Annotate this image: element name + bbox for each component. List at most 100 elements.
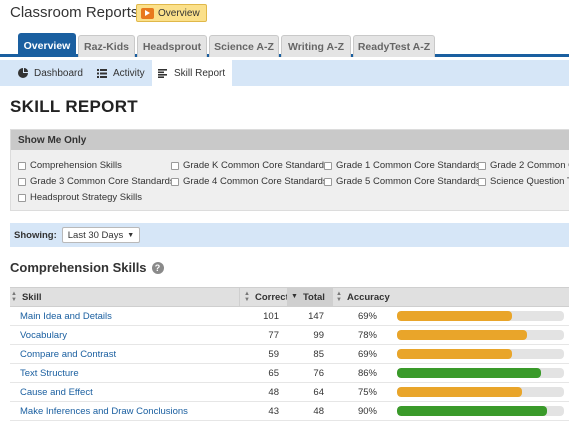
filter-option-label: Comprehension Skills (30, 160, 122, 171)
accuracy-bar (397, 387, 564, 397)
skill-link[interactable]: Make Inferences and Draw Conclusions (20, 405, 188, 417)
align-left-icon (158, 68, 168, 78)
column-header-accuracy[interactable]: ▲ ▼ Accuracy (332, 288, 569, 306)
checkbox[interactable] (171, 161, 179, 170)
accuracy-bar (397, 368, 564, 378)
accuracy-bar (397, 330, 564, 340)
accuracy-value: 90% (357, 405, 377, 417)
accuracy-bar-fill (397, 368, 541, 378)
subnav-skill-report-label: Skill Report (174, 67, 226, 79)
total-value: 85 (313, 348, 324, 360)
filter-option[interactable]: Comprehension Skills (18, 160, 122, 171)
table-body: Main Idea and Details 101 147 69% Vocabulary… (10, 307, 569, 421)
filter-option[interactable]: Grade 5 Common Core Standards (324, 176, 481, 187)
section-title-text: Comprehension Skills (10, 260, 147, 275)
accuracy-value: 69% (357, 310, 377, 322)
pie-chart-icon (18, 68, 28, 78)
skill-link[interactable]: Vocabulary (20, 329, 68, 341)
filter-panel: Show Me Only Comprehension Skills Grade … (10, 129, 569, 211)
filter-option[interactable]: Headsprout Strategy Skills (18, 192, 142, 203)
overview-button[interactable]: Overview (136, 4, 207, 22)
checkbox[interactable] (478, 177, 486, 186)
tab-raz-kids[interactable]: Raz-Kids (78, 35, 135, 57)
filter-heading: Show Me Only (11, 130, 569, 150)
subnav-activity[interactable]: Activity (91, 60, 151, 86)
page-title: SKILL REPORT (10, 97, 138, 116)
skill-link[interactable]: Compare and Contrast (20, 348, 117, 360)
total-value: 147 (308, 310, 324, 322)
accuracy-bar-fill (397, 349, 513, 359)
column-header-skill[interactable]: ▲ ▼ Skill (10, 288, 239, 306)
sort-icon: ▲ ▼ (336, 291, 342, 303)
sub-navigation: Dashboard Activity Skill Report (0, 60, 569, 86)
table-header: ▲ ▼ Skill ▲ ▼ Correct ▼ Total ▲ ▼ Accuracy (10, 287, 569, 307)
checkbox[interactable] (18, 161, 26, 170)
sort-icon: ▲ ▼ (11, 291, 17, 303)
checkbox[interactable] (324, 177, 332, 186)
column-header-label: Correct (254, 291, 289, 303)
subnav-dashboard[interactable]: Dashboard (12, 60, 89, 86)
correct-value: 65 (268, 367, 279, 379)
correct-value: 101 (263, 310, 279, 322)
date-range-select[interactable]: Last 30 Days ▼ (61, 227, 141, 243)
filter-option-label: Grade 5 Common Core Standards (336, 176, 481, 187)
correct-value: 48 (268, 386, 279, 398)
total-value: 76 (313, 367, 324, 379)
table-row: Make Inferences and Draw Conclusions 43 48… (10, 402, 569, 421)
section-title: Comprehension Skills ? (10, 260, 164, 275)
subnav-activity-label: Activity (113, 67, 145, 79)
checkbox[interactable] (478, 161, 486, 170)
table-row: Text Structure 65 76 86% (10, 364, 569, 383)
sort-desc-icon: ▼ (291, 293, 298, 300)
skill-link[interactable]: Main Idea and Details (20, 310, 112, 322)
filter-option-label: Grade 3 Common Core Standards (30, 176, 175, 187)
accuracy-bar-fill (397, 330, 528, 340)
subnav-dashboard-label: Dashboard (34, 67, 83, 79)
table-row: Main Idea and Details 101 147 69% (10, 307, 569, 326)
tab-science-az[interactable]: Science A-Z (209, 35, 279, 57)
filter-option-label: Grade 4 Common Core Standards (183, 176, 328, 187)
column-header-correct[interactable]: ▲ ▼ Correct (239, 288, 289, 306)
showing-label: Showing: (14, 229, 57, 241)
checkbox[interactable] (324, 161, 332, 170)
checkbox[interactable] (18, 193, 26, 202)
filter-option[interactable]: Grade 3 Common Core Standards (18, 176, 175, 187)
table-row: Vocabulary 77 99 78% (10, 326, 569, 345)
filter-option[interactable]: Grade 1 Common Core Standards (324, 160, 481, 171)
filter-option[interactable]: Grade 2 Common Co (478, 160, 569, 171)
product-tabs: Overview Raz-Kids Headsprout Science A-Z… (0, 33, 569, 57)
accuracy-value: 75% (357, 386, 377, 398)
filter-option-label: Science Question Ty (490, 176, 569, 187)
video-icon (141, 7, 154, 19)
skill-link[interactable]: Text Structure (20, 367, 79, 379)
filter-option[interactable]: Grade K Common Core Standards (171, 160, 329, 171)
accuracy-value: 78% (357, 329, 377, 341)
help-icon[interactable]: ? (151, 261, 164, 274)
column-header-total[interactable]: ▼ Total (287, 288, 332, 306)
date-range-value: Last 30 Days (67, 229, 124, 241)
correct-value: 59 (268, 348, 279, 360)
tab-headsprout[interactable]: Headsprout (137, 35, 207, 57)
table-row: Compare and Contrast 59 85 69% (10, 345, 569, 364)
correct-value: 77 (268, 329, 279, 341)
accuracy-bar (397, 406, 564, 416)
filter-option[interactable]: Grade 4 Common Core Standards (171, 176, 328, 187)
tab-readytest-az[interactable]: ReadyTest A-Z (353, 35, 435, 57)
checkbox[interactable] (171, 177, 179, 186)
skill-link[interactable]: Cause and Effect (20, 386, 93, 398)
tab-overview[interactable]: Overview (18, 33, 76, 57)
accuracy-bar (397, 349, 564, 359)
filter-option[interactable]: Science Question Ty (478, 176, 569, 187)
overview-button-label: Overview (158, 7, 200, 19)
accuracy-bar-fill (397, 311, 513, 321)
caret-down-icon: ▼ (127, 231, 135, 239)
total-value: 99 (313, 329, 324, 341)
filter-option-label: Grade K Common Core Standards (183, 160, 329, 171)
total-value: 64 (313, 386, 324, 398)
table-row: Cause and Effect 48 64 75% (10, 383, 569, 402)
accuracy-value: 86% (357, 367, 377, 379)
tab-writing-az[interactable]: Writing A-Z (281, 35, 351, 57)
date-range-bar: Showing: Last 30 Days ▼ (10, 223, 569, 247)
subnav-skill-report[interactable]: Skill Report (152, 60, 232, 86)
checkbox[interactable] (18, 177, 26, 186)
